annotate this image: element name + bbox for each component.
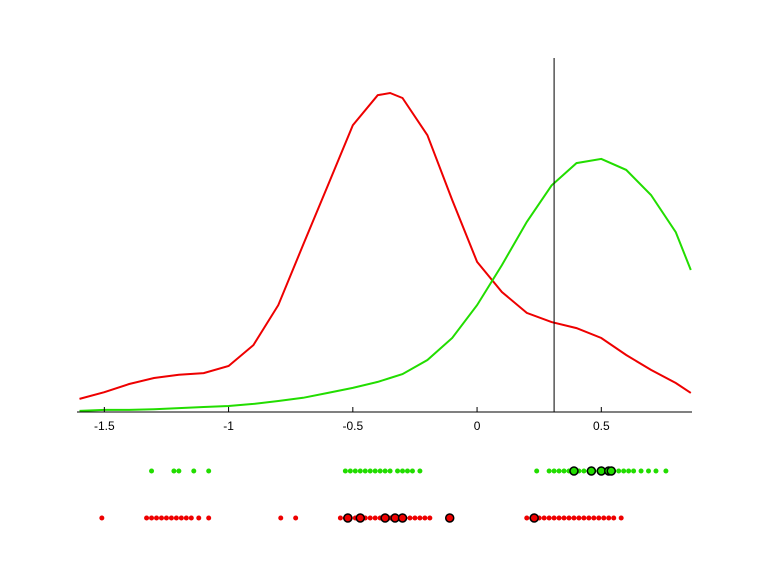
rug-point: [663, 468, 669, 474]
highlight-point: [355, 513, 366, 523]
rug-point: [149, 515, 155, 521]
rug-point: [173, 515, 179, 521]
rug-point: [400, 468, 406, 474]
x-tick-label: 0: [474, 419, 481, 433]
rug-point: [561, 468, 567, 474]
rug-point: [427, 515, 433, 521]
rug-point: [278, 515, 284, 521]
rug-point: [367, 468, 373, 474]
rug-point: [596, 515, 602, 521]
highlight-point: [569, 466, 579, 476]
rug-point: [616, 468, 622, 474]
rug-point: [206, 515, 212, 521]
rug-point: [422, 515, 428, 521]
x-tick-label: -1: [223, 419, 234, 433]
rug-point: [149, 468, 155, 474]
rug-point: [99, 515, 105, 521]
x-tick-label: -0.5: [342, 419, 363, 433]
rug-point: [618, 515, 624, 521]
rug-point: [168, 515, 174, 521]
rug-point: [372, 468, 378, 474]
rug-point: [158, 515, 164, 521]
rug-point: [541, 515, 547, 521]
rug-point: [586, 515, 592, 521]
rug-point: [556, 468, 562, 474]
highlight-point: [380, 513, 390, 523]
rug-point: [367, 515, 373, 521]
rug-point: [646, 468, 652, 474]
rug-point: [556, 515, 562, 521]
rug-point: [412, 515, 418, 521]
rug-point: [631, 468, 637, 474]
rug-point: [293, 515, 299, 521]
highlight-point: [444, 513, 455, 523]
rug-point: [546, 515, 552, 521]
rug-point: [409, 468, 415, 474]
rug-point: [621, 468, 627, 474]
highlight-point: [529, 513, 539, 523]
rug-point: [352, 468, 358, 474]
rug-point: [154, 515, 160, 521]
rug-point: [581, 515, 587, 521]
rug-point: [342, 468, 348, 474]
rug-point: [188, 515, 194, 521]
rug-point: [417, 468, 423, 474]
rug-point: [576, 515, 582, 521]
x-tick-label: -1.5: [94, 419, 115, 433]
density-curve: [79, 91, 692, 400]
rug-point: [561, 515, 567, 521]
rug-point: [183, 515, 189, 521]
rug-point: [591, 515, 597, 521]
rug-point: [178, 515, 184, 521]
rug-point: [387, 468, 393, 474]
rug-point: [382, 468, 388, 474]
rug-point: [337, 515, 343, 521]
rug-point: [653, 468, 659, 474]
density-curve: [79, 157, 692, 412]
rug-point: [144, 515, 150, 521]
rug-point: [524, 515, 530, 521]
highlight-point: [586, 466, 597, 476]
highlight-point: [343, 513, 353, 523]
rug-point: [606, 515, 612, 521]
rug-point: [357, 468, 363, 474]
rug-point: [191, 468, 197, 474]
highlight-point: [606, 466, 616, 476]
rug-point: [372, 515, 378, 521]
rug-point: [171, 468, 177, 474]
rug-point: [534, 468, 540, 474]
rug-point: [176, 468, 182, 474]
rug-point: [404, 468, 410, 474]
rug-point: [417, 515, 423, 521]
rug-point: [377, 468, 383, 474]
rug-point: [611, 515, 617, 521]
rug-point: [571, 515, 577, 521]
rug-point: [362, 468, 368, 474]
rug-point: [196, 515, 202, 521]
rug-point: [546, 468, 552, 474]
rug-point: [206, 468, 212, 474]
rug-point: [581, 468, 587, 474]
rug-point: [395, 468, 401, 474]
rug-point: [551, 468, 557, 474]
x-tick-label: 0.5: [593, 419, 610, 433]
rug-point: [163, 515, 169, 521]
rug-point: [626, 468, 632, 474]
rug-point: [638, 468, 644, 474]
rug-point: [551, 515, 557, 521]
rug-point: [566, 515, 572, 521]
rug-point: [407, 515, 413, 521]
rug-point: [601, 515, 607, 521]
rug-point: [347, 468, 353, 474]
highlight-point: [397, 513, 408, 523]
